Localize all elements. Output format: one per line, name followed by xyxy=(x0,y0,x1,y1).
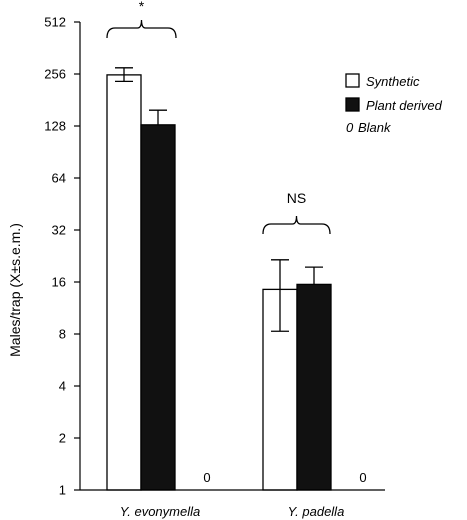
bar-synthetic xyxy=(106,74,142,491)
significance-brackets: * NS xyxy=(106,0,331,235)
blank-zero-label: 0 xyxy=(203,470,210,485)
legend: Synthetic Plant derived 0 Blank xyxy=(345,73,443,135)
legend-label: Synthetic xyxy=(366,74,420,89)
y-tick-label: 32 xyxy=(52,223,66,238)
legend-label: Plant derived xyxy=(366,98,443,113)
y-tick-label: 256 xyxy=(44,67,66,82)
error-bars xyxy=(115,67,323,332)
y-tick-label: 2 xyxy=(59,431,66,446)
legend-swatch-plant-derived xyxy=(345,97,360,112)
y-axis: 1 2 4 8 16 32 64 128 256 512 xyxy=(44,15,81,498)
bar-plant-derived xyxy=(296,283,332,491)
y-tick-label: 8 xyxy=(59,327,66,342)
y-tick-label: 1 xyxy=(59,483,66,498)
x-category-label: Y. evonymella xyxy=(120,504,200,519)
significance-annotation: NS xyxy=(287,190,306,206)
x-category-label: Y. padella xyxy=(288,504,345,519)
significance-annotation: * xyxy=(139,0,145,14)
legend-label: Blank xyxy=(358,120,392,135)
y-tick-label: 64 xyxy=(52,171,66,186)
significance-bracket xyxy=(262,215,331,235)
bar-plant-derived xyxy=(140,124,176,491)
y-tick-label: 128 xyxy=(44,119,66,134)
significance-bracket xyxy=(106,19,177,39)
y-tick-label: 4 xyxy=(59,379,66,394)
x-axis: Y. evonymella Y. padella xyxy=(80,489,385,519)
legend-marker-blank: 0 xyxy=(346,120,354,135)
blank-zero-label: 0 xyxy=(359,470,366,485)
y-axis-label: Males/trap (X±s.e.m.) xyxy=(7,223,23,357)
bars xyxy=(106,74,332,491)
legend-swatch-synthetic xyxy=(345,73,360,88)
y-tick-label: 16 xyxy=(52,275,66,290)
y-tick-label: 512 xyxy=(44,15,66,30)
